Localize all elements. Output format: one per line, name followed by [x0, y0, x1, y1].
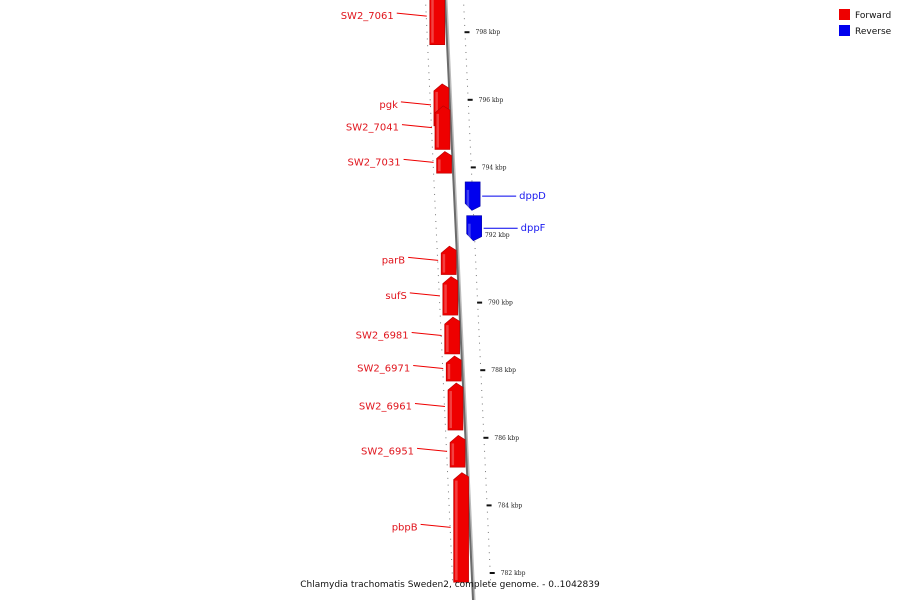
legend-label-reverse: Reverse [855, 27, 892, 37]
gene-label[interactable]: dppD [519, 191, 546, 202]
gene-label[interactable]: parB [382, 255, 406, 266]
gene-arrow-highlight [438, 159, 441, 172]
legend: Forward Reverse [839, 9, 892, 37]
gene-arrow-highlight [435, 91, 438, 124]
gene-arrow[interactable] [440, 245, 457, 275]
gene-label[interactable]: pbpB [392, 522, 418, 533]
scale-tick-label: 784 kbp [498, 502, 523, 509]
gene-sw2_6981-feature[interactable] [444, 316, 460, 355]
gene-dppd-feature[interactable] [464, 181, 481, 211]
gene-label-leader [413, 365, 444, 370]
gene-sw2_6961-feature[interactable] [447, 382, 464, 431]
gene-arrow-highlight [446, 325, 449, 352]
legend-label-forward: Forward [855, 11, 891, 21]
gene-arrow[interactable] [434, 105, 451, 150]
gene-arrow[interactable] [429, 0, 446, 46]
legend-swatch-reverse [839, 25, 850, 36]
gene-label[interactable]: SW2_7041 [346, 123, 399, 134]
gene-label-leader [420, 523, 451, 528]
gene-sw2_6971-feature[interactable] [445, 355, 462, 382]
scale-tick-label: 782 kbp [501, 570, 526, 577]
gene-arrow[interactable] [447, 382, 464, 431]
gene-label-leader [414, 403, 446, 408]
gene-sw2_6951-feature[interactable] [449, 435, 466, 468]
gene-label[interactable]: SW2_7031 [348, 157, 401, 168]
gene-label[interactable]: SW2_6951 [361, 446, 414, 457]
gene-arrow[interactable] [466, 215, 482, 242]
scale-tick-label: 792 kbp [485, 232, 510, 239]
gene-label[interactable]: dppF [521, 223, 546, 234]
gene-label-leader [401, 124, 433, 129]
gene-dppf-feature[interactable] [466, 215, 482, 242]
gene-arrow-highlight [449, 391, 452, 429]
gene-arrow[interactable] [442, 276, 459, 316]
gene-arrow[interactable] [464, 181, 481, 211]
gene-label[interactable]: SW2_6981 [356, 331, 409, 342]
gene-arrow[interactable] [444, 316, 460, 355]
scale-tick-label: 790 kbp [488, 300, 513, 307]
gene-sufs-feature[interactable] [442, 276, 459, 316]
gene-arrow-highlight [436, 113, 439, 148]
gene-pbpb-feature[interactable] [453, 472, 469, 583]
gene-arrow[interactable] [453, 472, 469, 583]
gene-sw2_7041-feature[interactable] [434, 105, 451, 150]
genome-caption: Chlamydia trachomatis Sweden2, complete … [300, 580, 600, 590]
gene-label-leader [408, 256, 439, 261]
legend-swatch-forward [839, 9, 850, 20]
gene-label-leader [400, 101, 431, 106]
gene-arrow[interactable] [445, 355, 462, 382]
scale-tick-label: 796 kbp [479, 97, 504, 104]
gene-sw2_7031-feature[interactable] [436, 151, 452, 174]
gene-arrow-highlight [444, 284, 447, 314]
gene-arrow-highlight [431, 0, 434, 43]
gene-label-leader [403, 158, 434, 163]
scale-tick-label: 786 kbp [494, 435, 519, 442]
gene-parb-feature[interactable] [440, 245, 457, 275]
legend-item-forward: Forward [839, 9, 891, 21]
gene-label[interactable]: sufS [385, 291, 406, 302]
gene-label-leader [411, 332, 442, 337]
scale-tick-label: 788 kbp [491, 367, 516, 374]
gene-arrow-highlight [451, 443, 455, 466]
gene-label[interactable]: pgk [379, 100, 398, 111]
gene-arrow-highlight [442, 254, 446, 273]
scale-tick-label: 798 kbp [476, 29, 501, 36]
gene-arrow-highlight [455, 480, 458, 581]
gene-label-leader [409, 292, 440, 297]
gene-arrow[interactable] [436, 151, 452, 174]
legend-item-reverse: Reverse [839, 25, 892, 37]
gene-label[interactable]: SW2_6961 [359, 402, 412, 413]
gene-label[interactable]: SW2_6971 [357, 364, 410, 375]
gene-label-leader [417, 447, 448, 452]
gene-sw2_7061-feature[interactable] [429, 0, 446, 46]
scale-tick-label: 794 kbp [482, 164, 507, 171]
gene-label-leader [396, 12, 427, 17]
gene-arrow-highlight [447, 363, 451, 380]
gene-arrow-highlight [466, 189, 470, 209]
gene-arrow[interactable] [449, 435, 466, 468]
backbone-shadow [445, 0, 476, 600]
gene-arrow-highlight [468, 223, 471, 239]
gene-label[interactable]: SW2_7061 [341, 11, 394, 22]
